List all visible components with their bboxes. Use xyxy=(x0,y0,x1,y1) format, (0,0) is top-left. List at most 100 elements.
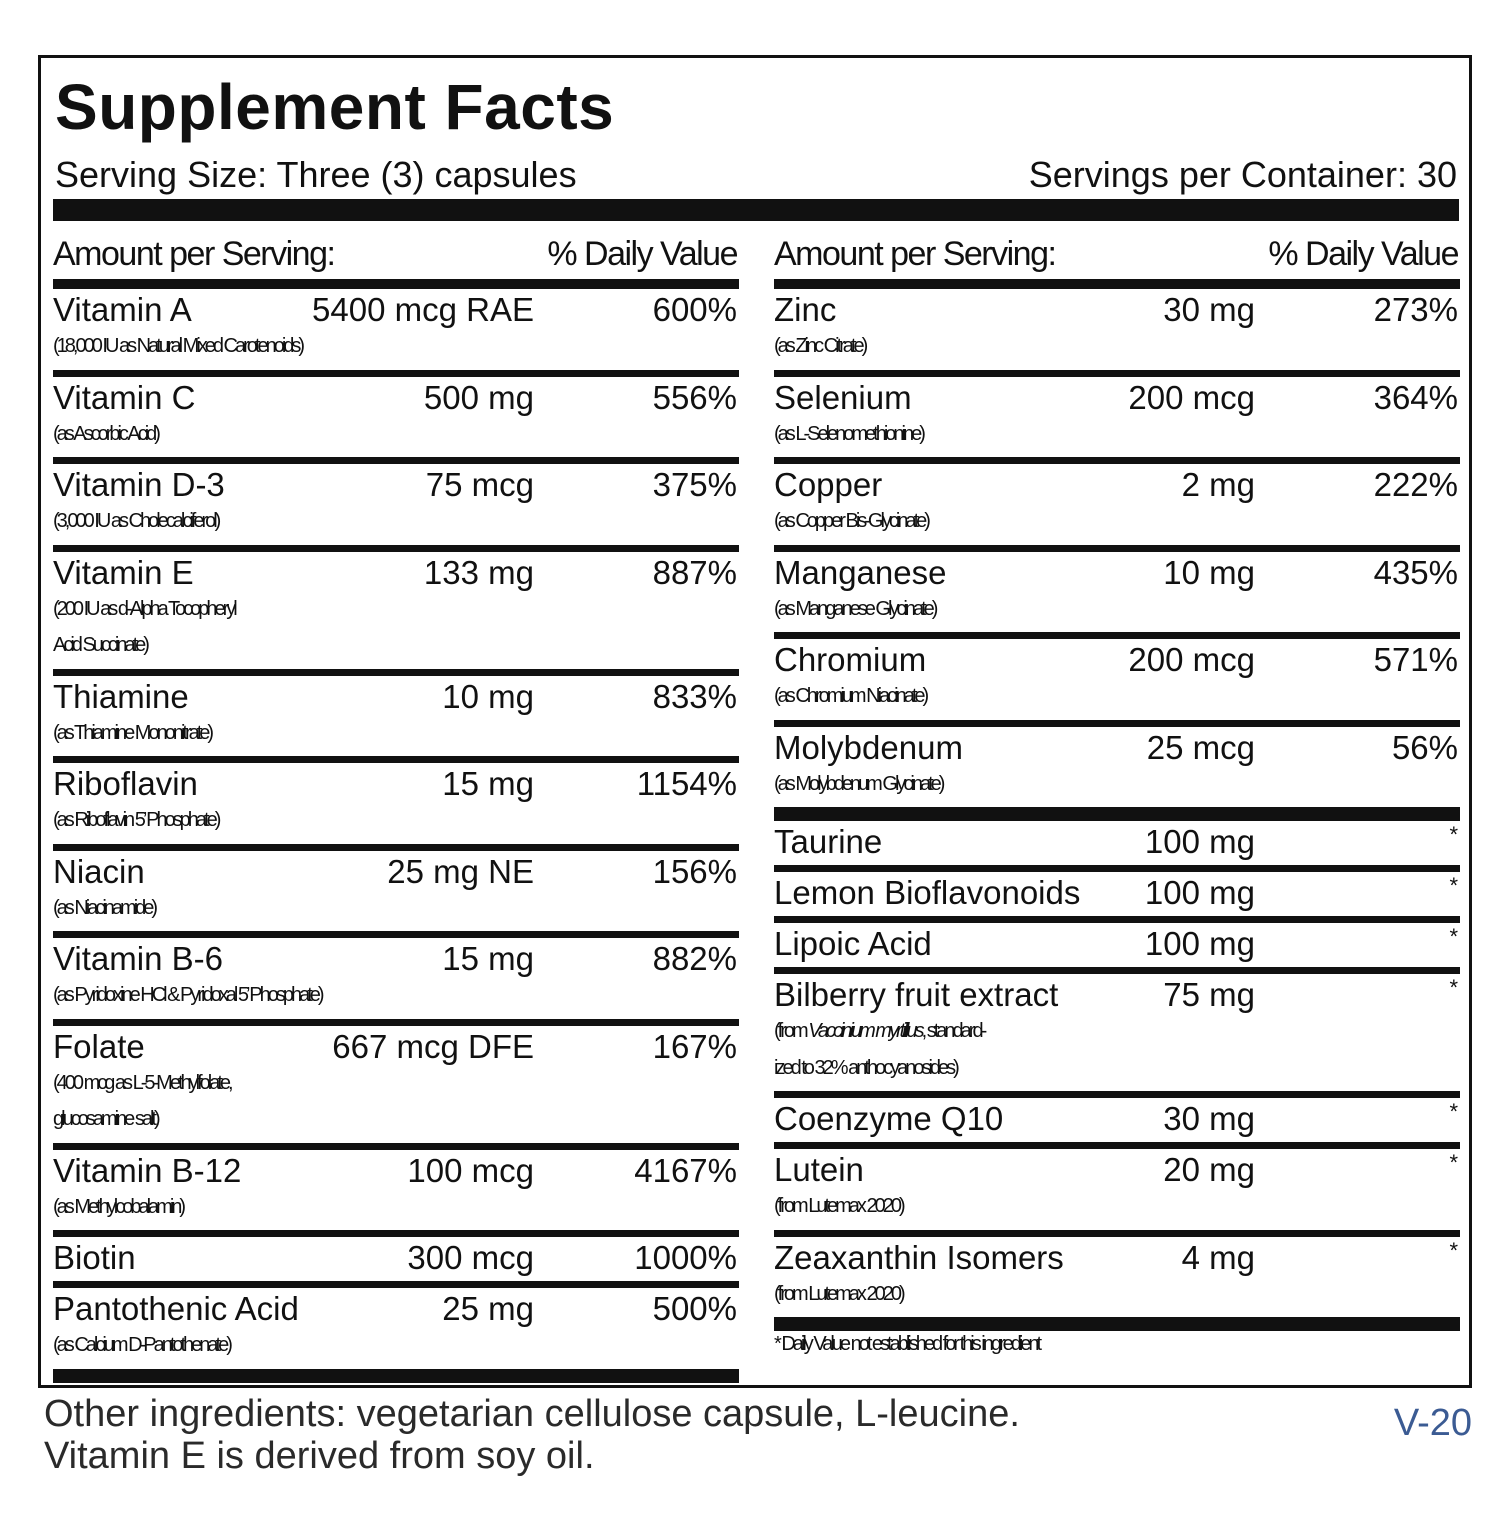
nutrient-detail: (from Lutemax 2020) xyxy=(774,1195,906,1217)
nutrient-detail: Acid Succinate) xyxy=(53,634,150,656)
daily-value: * xyxy=(1449,822,1458,847)
daily-value: 273% xyxy=(1373,291,1458,328)
nutrient-amount: 100 mcg xyxy=(407,1151,534,1189)
nutrient-line: Bilberry fruit extract 75 mg * xyxy=(774,975,1460,1014)
nutrient-line: Thiamine 10 mg 833% xyxy=(53,678,739,715)
nutrient-amount: 10 mg xyxy=(442,677,534,715)
nutrient-amount: 20 mg xyxy=(1163,1151,1255,1188)
nutrient-amount: 25 mg xyxy=(442,1290,534,1327)
nutrient-detail: glucosamine salt) xyxy=(53,1108,161,1130)
nutrient-name: Vitamin B-6 xyxy=(53,940,223,977)
nutrient-name: Pantothenic Acid xyxy=(53,1290,299,1327)
daily-value: 571% xyxy=(1373,641,1458,678)
row-group: Zinc 30 mg 273% (as Zinc Citrate) Selenium 20… xyxy=(774,289,1460,821)
nutrient-row: Biotin 300 mcg 1000% xyxy=(53,1237,739,1288)
nutrient-line: Coenzyme Q10 30 mg * xyxy=(774,1099,1460,1138)
column: Amount per Serving: % Daily Value Zinc 30 m… xyxy=(774,233,1460,1356)
dv-header: % Daily Value xyxy=(547,235,738,273)
detail-text: , standard- xyxy=(921,1020,988,1042)
nutrient-amount: 500 mg xyxy=(423,378,534,416)
nutrient-detail: (400 mcg as L-5-Methylfolate, xyxy=(53,1071,234,1094)
nutrient-name: Molybdenum xyxy=(774,728,963,766)
nutrient-line: Riboflavin 15 mg 1154% xyxy=(53,765,739,802)
nutrient-line: Selenium 200 mcg 364% xyxy=(774,379,1460,416)
nutrient-amount: 667 mcg DFE xyxy=(332,1027,534,1065)
nutrient-amount: 75 mg xyxy=(1163,976,1255,1013)
detail-text: Vaccinium myrtillus xyxy=(808,1020,924,1042)
daily-value: * xyxy=(1449,1237,1458,1263)
nutrient-line: Molybdenum 25 mcg 56% xyxy=(774,729,1460,766)
daily-value: 556% xyxy=(652,378,737,416)
nutrient-row: Lipoic Acid 100 mg * xyxy=(774,923,1460,974)
daily-value: 222% xyxy=(1373,466,1458,503)
dv-header: % Daily Value xyxy=(1268,235,1459,273)
nutrient-name: Lipoic Acid xyxy=(774,925,932,962)
nutrient-detail: (as Riboflavin 5’ Phosphate) xyxy=(53,809,221,831)
row-group: Vitamin A 5400 mcg RAE 600% (18,000 IU as N… xyxy=(53,289,739,1383)
nutrient-name: Lutein xyxy=(774,1151,864,1188)
nutrient-detail: (as Zinc Citrate) xyxy=(774,335,868,357)
nutrient-row: Chromium 200 mcg 571% (as Chromium Niacinat… xyxy=(774,639,1460,727)
nutrient-name: Selenium xyxy=(774,378,912,416)
nutrient-name: Copper xyxy=(774,466,883,503)
nutrient-row: Vitamin B-12 100 mcg 4167% (as Methylcobala… xyxy=(53,1150,739,1237)
nutrient-line: Zinc 30 mg 273% xyxy=(774,291,1460,328)
daily-value: 600% xyxy=(652,291,737,328)
nutrient-line: Biotin 300 mcg 1000% xyxy=(53,1239,739,1276)
nutrient-detail: (as Methylcobalamin) xyxy=(53,1195,186,1218)
nutrient-line: Copper 2 mg 222% xyxy=(774,466,1460,503)
nutrient-name: Folate xyxy=(53,1027,145,1065)
nutrient-row: Bilberry fruit extract 75 mg * (from Vaccin… xyxy=(774,974,1460,1098)
nutrient-row: Lemon Bioflavonoids 100 mg * xyxy=(774,872,1460,923)
nutrient-line: Lemon Bioflavonoids 100 mg * xyxy=(774,873,1460,912)
nutrient-line: Pantothenic Acid 25 mg 500% xyxy=(53,1290,739,1327)
nutrient-row: Coenzyme Q10 30 mg * xyxy=(774,1098,1460,1149)
nutrient-detail: (as Thiamine Mononitrate) xyxy=(53,721,214,744)
daily-value: * xyxy=(1449,873,1458,898)
daily-value: 500% xyxy=(652,1290,737,1327)
daily-value: 1154% xyxy=(636,765,737,802)
nutrient-amount: 30 mg xyxy=(1163,1100,1255,1137)
daily-value: * xyxy=(1449,1099,1458,1124)
footnote: * Daily Value not established for this i… xyxy=(774,1333,1042,1355)
nutrient-name: Biotin xyxy=(53,1239,136,1276)
nutrient-detail: (from Lutemax 2020) xyxy=(774,1282,906,1305)
nutrient-name: Thiamine xyxy=(53,677,189,715)
nutrient-row: Vitamin E 133 mg 887% (200 IU as d-Alpha To… xyxy=(53,552,739,676)
nutrient-name: Vitamin B-12 xyxy=(53,1151,242,1189)
nutrient-amount: 100 mg xyxy=(1144,823,1255,860)
daily-value: 887% xyxy=(652,553,737,591)
daily-value: 833% xyxy=(652,677,737,715)
nutrient-row: Thiamine 10 mg 833% (as Thiamine Mononitrat… xyxy=(53,676,739,763)
daily-value: 435% xyxy=(1373,553,1458,591)
nutrient-line: Zeaxanthin Isomers 4 mg * xyxy=(774,1237,1460,1276)
nutrient-detail: (as Chromium Niacinate) xyxy=(774,685,929,707)
nutrient-amount: 100 mg xyxy=(1144,874,1255,911)
daily-value: 56% xyxy=(1391,728,1458,766)
nutrient-name: Zinc xyxy=(774,291,837,328)
nutrient-detail: (3,000 IU as Cholecalciferol) xyxy=(53,510,221,532)
nutrient-amount: 5400 mcg RAE xyxy=(312,291,534,328)
nutrient-detail: (as L-Selenomethionine) xyxy=(774,422,926,445)
divider-bar xyxy=(53,199,1459,221)
ingredients-line: Vitamin E is derived from soy oil. xyxy=(44,1435,595,1477)
column-header: Amount per Serving: % Daily Value xyxy=(53,233,739,289)
nutrient-line: Vitamin B-6 15 mg 882% xyxy=(53,940,739,977)
column: Amount per Serving: % Daily Value Vitamin … xyxy=(53,233,739,1383)
nutrient-line: Lipoic Acid 100 mg * xyxy=(774,924,1460,963)
nutrient-detail: ized to 32% anthocyanosides) xyxy=(774,1056,960,1079)
nutrient-row: Copper 2 mg 222% (as Copper Bis-Glycinate) xyxy=(774,464,1460,552)
daily-value: * xyxy=(1449,975,1458,1000)
nutrient-amount: 200 mcg xyxy=(1128,641,1255,678)
nutrient-amount: 133 mg xyxy=(423,553,534,591)
daily-value: * xyxy=(1449,1150,1458,1175)
daily-value: 364% xyxy=(1373,378,1458,416)
nutrient-name: Zeaxanthin Isomers xyxy=(774,1238,1064,1276)
daily-value: * xyxy=(1449,924,1458,949)
nutrient-row: Niacin 25 mg NE 156% (as Niacinamide) xyxy=(53,851,739,938)
nutrient-amount: 25 mg NE xyxy=(387,852,534,890)
nutrient-detail: (as Copper Bis-Glycinate) xyxy=(774,510,931,532)
nutrient-detail: (as Manganese Glycinate) xyxy=(774,597,938,620)
detail-text: (from xyxy=(774,1020,809,1042)
